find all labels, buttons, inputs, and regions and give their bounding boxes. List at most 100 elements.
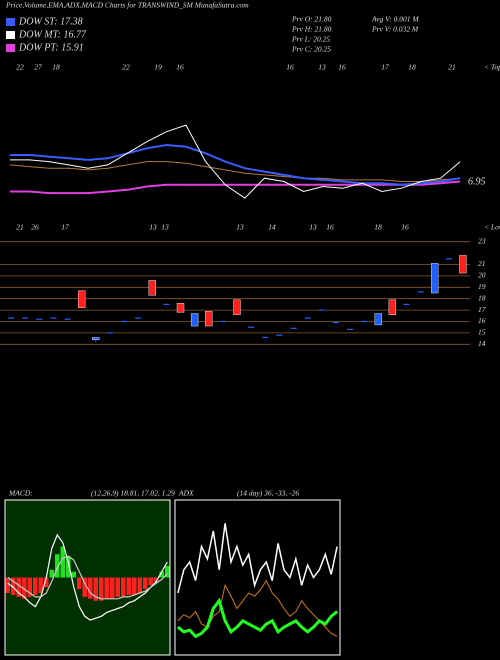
series-line xyxy=(177,579,338,637)
date-label: 17 xyxy=(61,223,69,232)
y-tick-label: 16 xyxy=(478,316,486,325)
histogram-bar xyxy=(38,577,43,593)
date-label: 22 xyxy=(16,63,24,72)
series-line xyxy=(9,180,461,195)
series-line xyxy=(177,523,338,594)
histogram-bar xyxy=(148,577,153,586)
date-label: 16 xyxy=(176,63,184,72)
histogram-bar xyxy=(5,577,10,593)
stat-label: Prv V: 0.032 M xyxy=(371,25,419,34)
date-label: 13 xyxy=(236,223,244,232)
legend-label: DOW PT: 15.91 xyxy=(18,42,84,53)
y-tick-label: 23 xyxy=(478,236,486,245)
date-label: 18 xyxy=(408,63,416,72)
date-label: 26 xyxy=(31,223,39,232)
legend-swatch xyxy=(6,31,15,39)
candle-body xyxy=(430,263,439,294)
series-line xyxy=(9,143,461,186)
stat-label: Prv O: 21.80 xyxy=(291,15,332,24)
legend-swatch xyxy=(6,44,15,52)
histogram-bar xyxy=(33,577,38,595)
candle-body xyxy=(148,280,156,296)
histogram-bar xyxy=(44,577,49,588)
panel-subtitle: (12,26,9) 18.81, 17.02, 1.29 xyxy=(91,489,175,498)
histogram-bar xyxy=(165,565,170,578)
y-tick-label: 18 xyxy=(478,293,486,302)
histogram-bar xyxy=(11,577,16,595)
y-tick-label: 17 xyxy=(478,305,486,314)
annotation: 6.95 xyxy=(468,176,486,187)
histogram-bar xyxy=(55,554,60,578)
histogram-bar xyxy=(132,577,137,595)
legend-swatch xyxy=(6,18,15,26)
candle-body xyxy=(176,303,185,313)
histogram-bar xyxy=(27,577,32,597)
note: < Lows xyxy=(484,223,500,232)
y-tick-label: 19 xyxy=(478,282,486,291)
date-label: 17 xyxy=(381,63,389,72)
histogram-bar xyxy=(93,577,98,601)
histogram-bar xyxy=(77,577,82,590)
histogram-bar xyxy=(99,577,104,601)
series-line xyxy=(7,555,168,600)
histogram-bar xyxy=(115,577,120,597)
y-tick-label: 20 xyxy=(478,271,486,280)
candle-body xyxy=(233,299,241,315)
histogram-bar xyxy=(66,556,71,578)
y-tick-label: 14 xyxy=(478,339,486,348)
histogram-bar xyxy=(159,571,164,578)
date-label: 18 xyxy=(374,223,382,232)
stat-label: Prv H: 21.80 xyxy=(291,25,332,34)
date-label: 22 xyxy=(122,63,130,72)
date-label: 21 xyxy=(448,63,456,72)
histogram-bar xyxy=(49,569,54,578)
date-label: 16 xyxy=(338,63,346,72)
histogram-bar xyxy=(126,577,131,595)
histogram-bar xyxy=(60,546,65,578)
panel-title: ADX xyxy=(178,489,194,498)
date-label: 27 xyxy=(34,63,42,72)
date-label: 16 xyxy=(286,63,294,72)
candle-body xyxy=(205,311,213,327)
page-title: Price,Volume,EMA,ADX,MACD Charts for TRA… xyxy=(5,1,249,10)
histogram-bar xyxy=(82,577,87,597)
panel-title: MACD: xyxy=(8,489,33,498)
histogram-bar xyxy=(22,577,27,599)
panel-frame xyxy=(4,499,171,656)
histogram-bar xyxy=(110,577,115,599)
note: < Tops xyxy=(484,63,500,72)
histogram-bar xyxy=(154,577,159,582)
candle-body xyxy=(459,255,467,274)
histogram-bar xyxy=(121,577,126,597)
series-line xyxy=(7,533,168,621)
date-label: 13 xyxy=(309,223,317,232)
panel-subtitle: (14 day) 36, -33, -26 xyxy=(237,489,299,498)
date-label: 19 xyxy=(154,63,162,72)
legend-label: DOW MT: 16.77 xyxy=(18,29,87,40)
date-label: 13 xyxy=(161,223,169,232)
date-label: 16 xyxy=(401,223,409,232)
stat-label: Prv L: 20.25 xyxy=(291,35,330,44)
date-label: 21 xyxy=(16,223,24,232)
date-label: 13 xyxy=(318,63,326,72)
y-tick-label: 21 xyxy=(478,259,486,268)
series-line xyxy=(9,161,461,182)
date-label: 14 xyxy=(268,223,276,232)
stat-label: Avg V: 0.001 M xyxy=(371,15,419,24)
candle-body xyxy=(77,290,86,309)
histogram-bar xyxy=(143,577,148,590)
date-label: 16 xyxy=(326,223,334,232)
histogram-bar xyxy=(137,577,142,593)
candle-body xyxy=(190,313,199,327)
date-label: 13 xyxy=(149,223,157,232)
stat-label: Prv C: 20.25 xyxy=(291,45,331,54)
histogram-bar xyxy=(16,577,21,597)
histogram-bar xyxy=(71,571,76,578)
legend-label: DOW ST: 17.38 xyxy=(18,16,83,27)
y-tick-label: 15 xyxy=(478,328,486,337)
candle-body xyxy=(374,313,382,326)
histogram-bar xyxy=(88,577,93,599)
histogram-bar xyxy=(104,577,109,599)
series-line xyxy=(9,124,461,199)
